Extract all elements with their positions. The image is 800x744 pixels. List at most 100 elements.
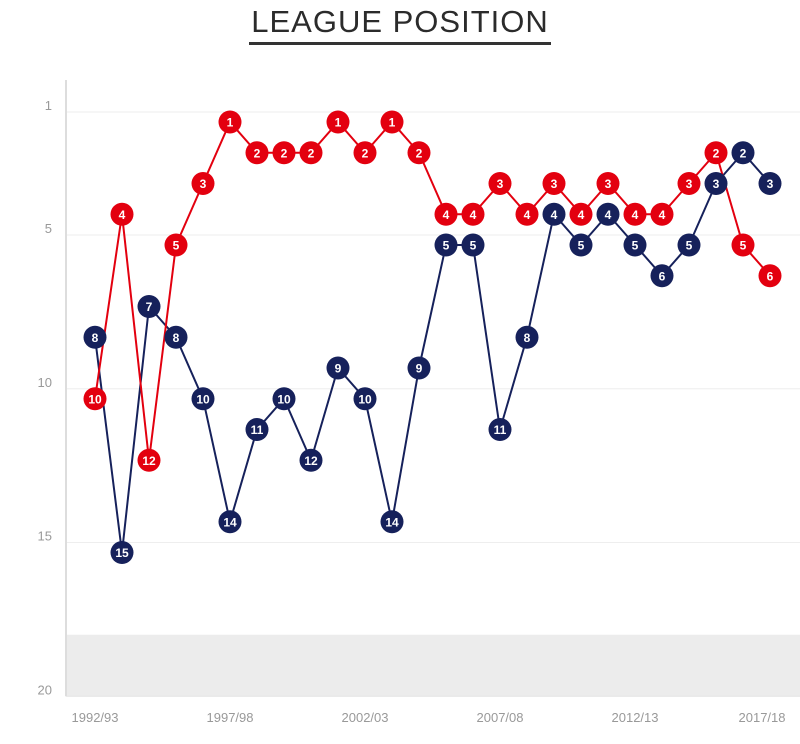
data-label: 9 [416,362,423,376]
data-label: 4 [605,208,612,222]
data-label: 14 [385,515,399,529]
data-point-navy: 4 [542,202,566,226]
data-label: 3 [767,177,774,191]
data-label: 12 [304,454,318,468]
data-label: 2 [740,146,747,160]
data-label: 3 [497,177,504,191]
marker-circle [650,264,674,288]
data-point-red: 2 [407,141,431,165]
marker-circle [623,233,647,257]
data-label: 11 [251,423,264,437]
data-label: 5 [173,239,180,253]
data-point-navy: 15 [110,541,134,564]
marker-circle [515,202,539,226]
marker-circle [191,387,215,411]
data-label: 2 [308,146,315,160]
data-point-navy: 14 [380,510,404,534]
data-point-red: 4 [434,202,458,226]
data-label: 2 [362,146,369,160]
data-label: 3 [686,177,693,191]
data-label: 5 [470,239,477,253]
data-point-red: 2 [353,141,377,165]
data-point-navy: 5 [461,233,485,257]
data-point-red: 4 [461,202,485,226]
data-label: 4 [443,208,450,222]
marker-circle [596,202,620,226]
data-point-red: 4 [569,202,593,226]
data-point-red: 5 [731,233,755,257]
marker-circle [461,202,485,226]
data-point-navy: 3 [758,172,782,195]
marker-circle [83,325,107,349]
relegation-zone [66,634,800,697]
marker-circle [380,510,404,534]
marker-circle [83,387,107,411]
marker-circle [677,233,701,257]
marker-circle [272,141,296,165]
marker-circle [758,264,782,288]
marker-circle [245,141,269,165]
data-point-navy: 11 [488,418,512,441]
data-label: 2 [713,146,720,160]
marker-circle [731,141,755,165]
x-tick-label: 1992/93 [72,710,119,725]
series-line-red [94,120,771,461]
x-tick-label: 1997/98 [207,710,254,725]
marker-circle [542,202,566,226]
data-point-navy: 8 [83,325,107,349]
marker-circle [245,418,269,441]
data-point-navy: 8 [164,325,188,349]
data-point-red: 6 [758,264,782,288]
x-tick-label: 2012/13 [612,710,659,725]
data-point-red: 4 [515,202,539,226]
data-label: 8 [173,331,180,345]
marker-circle [137,448,161,472]
data-point-navy: 11 [245,418,269,441]
marker-circle [569,233,593,257]
marker-circle [488,418,512,441]
marker-circle [677,172,701,195]
data-point-red: 1 [380,110,404,134]
data-label: 15 [115,546,129,560]
data-label: 4 [551,208,558,222]
data-point-navy: 8 [515,325,539,349]
data-point-navy: 9 [407,356,431,380]
data-point-red: 3 [677,172,701,195]
data-label: 8 [92,331,99,345]
marker-circle [515,325,539,349]
marker-circle [380,110,404,134]
data-label: 3 [200,177,207,191]
data-point-red: 2 [245,141,269,165]
data-point-navy: 5 [434,233,458,257]
y-tick-label: 10 [38,375,52,390]
data-label: 4 [119,208,126,222]
data-label: 10 [358,392,372,406]
data-point-navy: 10 [353,387,377,411]
marker-circle [218,110,242,134]
data-point-navy: 12 [299,448,323,472]
marker-circle [110,202,134,226]
data-point-red: 4 [650,202,674,226]
marker-circle [488,172,512,195]
marker-circle [218,510,242,534]
marker-circle [434,202,458,226]
data-point-red: 3 [488,172,512,195]
marker-circle [353,141,377,165]
data-label: 6 [767,269,774,283]
data-label: 10 [88,392,102,406]
data-point-navy: 5 [623,233,647,257]
marker-circle [623,202,647,226]
data-point-red: 12 [137,448,161,472]
data-point-navy: 6 [650,264,674,288]
data-point-red: 3 [596,172,620,195]
data-point-red: 3 [191,172,215,195]
marker-circle [569,202,593,226]
data-label: 5 [578,239,585,253]
data-label: 3 [551,177,558,191]
data-label: 8 [524,331,531,345]
marker-circle [461,233,485,257]
data-label: 3 [713,177,720,191]
marker-circle [299,141,323,165]
data-label: 1 [389,116,396,130]
marker-circle [758,172,782,195]
